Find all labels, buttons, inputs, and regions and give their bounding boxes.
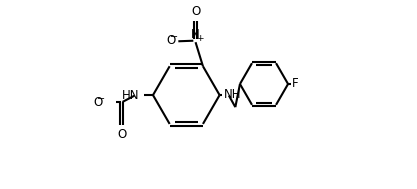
Text: −: − <box>97 94 105 104</box>
Text: O: O <box>167 34 176 47</box>
Text: HN: HN <box>122 89 139 102</box>
Text: +: + <box>196 34 203 43</box>
Text: O: O <box>191 5 200 18</box>
Text: O: O <box>117 128 126 141</box>
Text: −: − <box>170 32 178 42</box>
Text: F: F <box>292 77 299 91</box>
Text: O: O <box>94 96 103 109</box>
Text: NH: NH <box>224 88 242 101</box>
Text: N: N <box>191 28 200 41</box>
